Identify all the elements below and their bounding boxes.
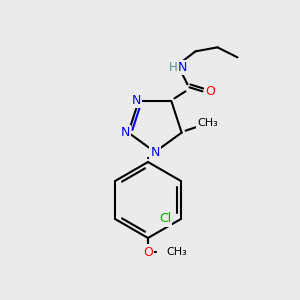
Text: Cl: Cl — [159, 212, 171, 226]
Text: CH₃: CH₃ — [166, 247, 187, 257]
Text: CH₃: CH₃ — [197, 118, 218, 128]
Text: N: N — [178, 61, 187, 74]
Text: H: H — [169, 61, 178, 74]
Text: N: N — [150, 146, 160, 158]
Text: N: N — [121, 126, 130, 139]
Text: N: N — [132, 94, 141, 107]
Text: O: O — [143, 245, 153, 259]
Text: O: O — [206, 85, 215, 98]
